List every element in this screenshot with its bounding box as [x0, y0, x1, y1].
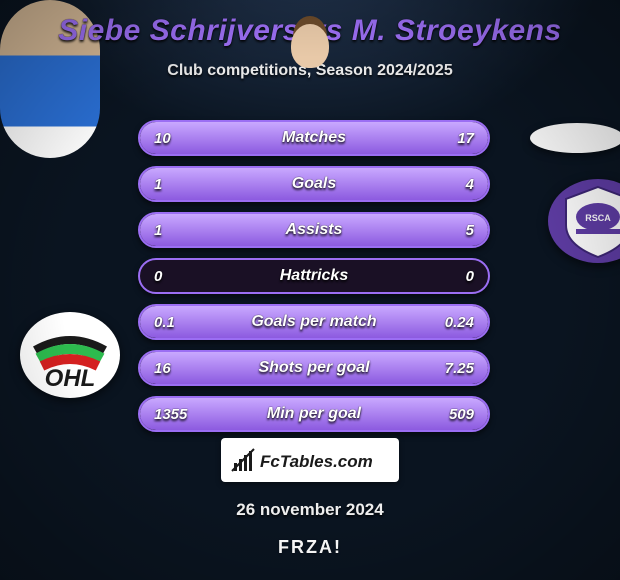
svg-text:RSCA: RSCA — [585, 213, 611, 223]
stat-value-right: 0 — [466, 260, 474, 292]
stat-row: Min per goal1355 509 — [138, 396, 490, 432]
footer-brand-badge: FcTables.com — [221, 438, 399, 482]
stat-value-left: 0.1 — [154, 306, 175, 338]
stat-value-left: 1 — [154, 214, 162, 246]
footer-date: 26 november 2024 — [0, 500, 620, 520]
stat-metric-label: Assists — [140, 214, 488, 246]
comparison-card: Siebe Schrijvers vs M. Stroeykens Club c… — [0, 0, 620, 580]
stat-value-right: 5 — [466, 214, 474, 246]
player-left-jersey-text: FRZA! — [0, 537, 620, 558]
stat-row: Goals1 4 — [138, 166, 490, 202]
stat-row: Assists1 5 — [138, 212, 490, 248]
svg-text:FcTables.com: FcTables.com — [260, 452, 373, 471]
player-right-avatar — [530, 123, 620, 153]
stat-row: Goals per match0.1 0.24 — [138, 304, 490, 340]
stat-value-left: 0 — [154, 260, 162, 292]
club-left-logo: OHL — [20, 312, 120, 398]
stat-metric-label: Min per goal — [140, 398, 488, 430]
stat-value-right: 0.24 — [445, 306, 474, 338]
stat-metric-label: Goals per match — [140, 306, 488, 338]
stat-value-left: 1 — [154, 168, 162, 200]
stat-metric-label: Hattricks — [140, 260, 488, 292]
stat-value-right: 509 — [449, 398, 474, 430]
stat-value-left: 1355 — [154, 398, 187, 430]
stat-metric-label: Matches — [140, 122, 488, 154]
stat-metric-label: Shots per goal — [140, 352, 488, 384]
stat-value-left: 10 — [154, 122, 171, 154]
stat-metric-label: Goals — [140, 168, 488, 200]
stat-value-right: 4 — [466, 168, 474, 200]
svg-text:OHL: OHL — [45, 365, 96, 392]
stat-row: Hattricks0 0 — [138, 258, 490, 294]
stat-value-right: 7.25 — [445, 352, 474, 384]
stat-value-right: 17 — [457, 122, 474, 154]
stats-bars: Matches1017Goals14Assists15Hattricks00Go… — [138, 120, 490, 442]
stat-row: Matches10 17 — [138, 120, 490, 156]
stat-value-left: 16 — [154, 352, 171, 384]
stat-row: Shots per goal16 7.25 — [138, 350, 490, 386]
club-right-logo: RSCA — [548, 179, 620, 263]
